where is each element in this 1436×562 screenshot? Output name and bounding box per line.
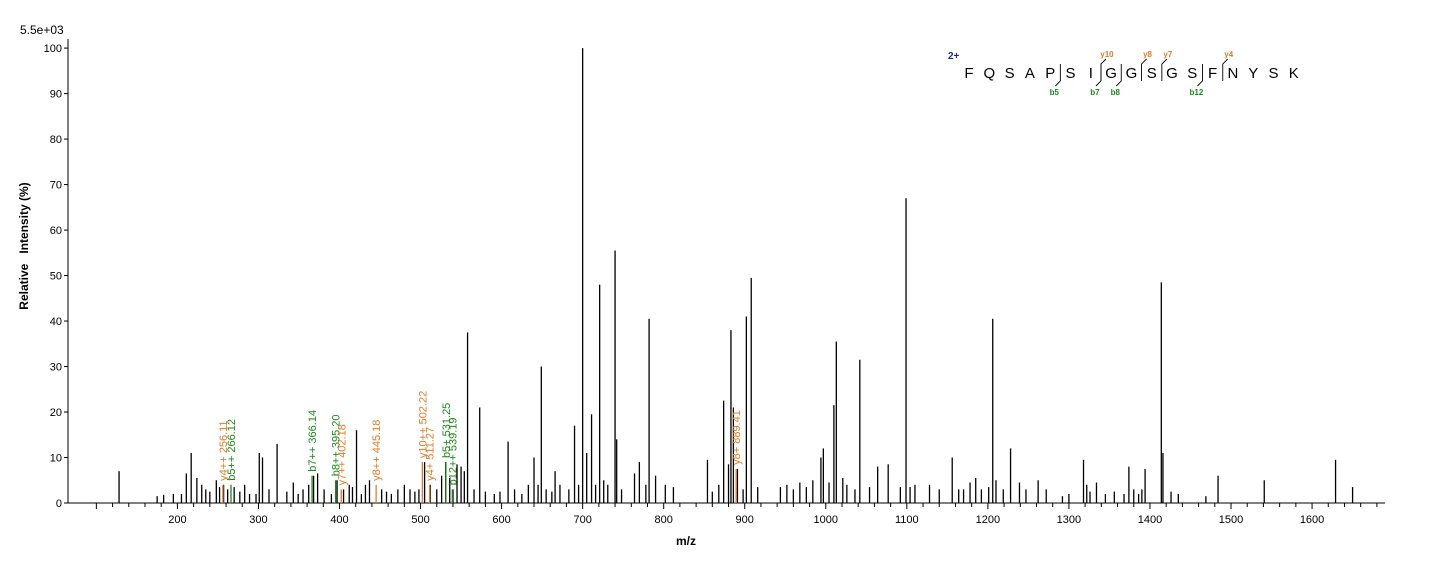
sequence-residue: G xyxy=(1126,65,1138,82)
y-ion-label: y7 xyxy=(1163,50,1172,59)
sequence-residue: S xyxy=(1005,65,1015,82)
sequence-residue: S xyxy=(1147,65,1157,82)
intensity-scale-label: 5.5e+03 xyxy=(20,23,64,37)
sequence-residue: Q xyxy=(983,65,995,82)
y-ion-bracket xyxy=(1100,58,1107,81)
sequence-residue: N xyxy=(1227,65,1238,82)
x-tick-label: 600 xyxy=(492,514,510,526)
peak-label-b-ion: b12++ 539.19 xyxy=(447,417,459,485)
sequence-residue: S xyxy=(1065,65,1075,82)
peak-label-y-ion: y10++ 502.22 xyxy=(417,391,429,458)
x-axis-title: m/z xyxy=(676,534,696,548)
y-ion-bracket xyxy=(1161,58,1168,81)
peaks-group xyxy=(118,48,1354,503)
peak-label-y-ion: y4++ 256.11 xyxy=(218,420,230,480)
y-tick-label: 30 xyxy=(50,362,62,374)
x-tick-label: 1400 xyxy=(1138,514,1162,526)
sequence-residue: Y xyxy=(1248,65,1258,82)
y-ion-label: y8 xyxy=(1143,50,1152,59)
peak-label-y-ion: y8++ 445.18 xyxy=(371,420,383,481)
y-tick-label: 80 xyxy=(50,134,62,146)
peak-label-y-ion: y7++ 402.18 xyxy=(336,424,348,485)
x-tick-label: 1000 xyxy=(814,514,838,526)
y-tick-label: 100 xyxy=(44,43,62,55)
y-tick-label: 20 xyxy=(50,407,62,419)
sequence-residue: F xyxy=(1208,65,1217,82)
sequence-residue: S xyxy=(1187,65,1197,82)
peak-label-b-ion: b8++ 395.20 xyxy=(331,414,343,476)
x-tick-label: 1100 xyxy=(895,514,919,526)
axes-group: 0 10 20 30 40 50 60 70 80 90 100 200 300 400 500 600 700… xyxy=(44,39,1385,526)
x-tick-label: 200 xyxy=(168,514,186,526)
x-tick-label: 900 xyxy=(736,514,754,526)
b-ion-label: b5 xyxy=(1050,88,1060,97)
y-ion-label: y10 xyxy=(1100,50,1114,59)
y-tick-label: 0 xyxy=(56,498,62,510)
y-tick-label: 50 xyxy=(50,271,62,283)
sequence-residue: F xyxy=(964,65,973,82)
sequence-residue: S xyxy=(1268,65,1278,82)
sequence-residue: G xyxy=(1105,65,1117,82)
peak-label-y-ion: y8+ 889.41 xyxy=(731,410,743,465)
y-tick-label: 60 xyxy=(50,225,62,237)
b-ion-label: b7 xyxy=(1090,88,1100,97)
sequence-residue: A xyxy=(1025,65,1035,82)
x-tick-label: 500 xyxy=(411,514,429,526)
charge-state-label: 2+ xyxy=(948,51,960,62)
sequence-residue: P xyxy=(1045,65,1055,82)
peak-label-b-ion: b7++ 366.14 xyxy=(307,410,319,472)
x-tick-label: 1200 xyxy=(976,514,1000,526)
sequence-residue: I xyxy=(1089,65,1093,82)
sequence-residue: K xyxy=(1289,65,1299,82)
x-tick-label: 700 xyxy=(573,514,591,526)
b-ion-bracket xyxy=(1197,64,1203,87)
b-ion-bracket xyxy=(1055,64,1061,87)
sequence-residue: G xyxy=(1166,65,1178,82)
y-ion-bracket xyxy=(1141,58,1147,81)
peak-label-y-ion: y4+ 511.27 xyxy=(425,427,437,481)
x-tick-label: 1500 xyxy=(1219,514,1243,526)
x-tick-label: 1300 xyxy=(1057,514,1081,526)
b-ion-bracket xyxy=(1115,64,1122,87)
y-tick-label: 10 xyxy=(50,453,62,465)
peak-label-b-ion: b5+ 531.25 xyxy=(441,403,453,458)
x-tick-label: 1600 xyxy=(1300,514,1324,526)
b-ion-label: b12 xyxy=(1190,88,1204,97)
y-tick-label: 70 xyxy=(50,180,62,192)
y-ion-label: y4 xyxy=(1224,50,1233,59)
x-tick-label: 300 xyxy=(249,514,267,526)
y-tick-label: 40 xyxy=(50,316,62,328)
b-ion-bracket xyxy=(1095,64,1102,87)
y-ion-bracket xyxy=(1222,58,1229,81)
peak-label-b-ion: b5++ 266.12 xyxy=(226,419,238,481)
x-tick-label: 400 xyxy=(330,514,348,526)
y-tick-label: 90 xyxy=(50,89,62,101)
x-tick-label: 800 xyxy=(655,514,673,526)
y-axis-title: Relative Intensity (%) xyxy=(17,182,31,309)
b-ion-label: b8 xyxy=(1111,88,1121,97)
